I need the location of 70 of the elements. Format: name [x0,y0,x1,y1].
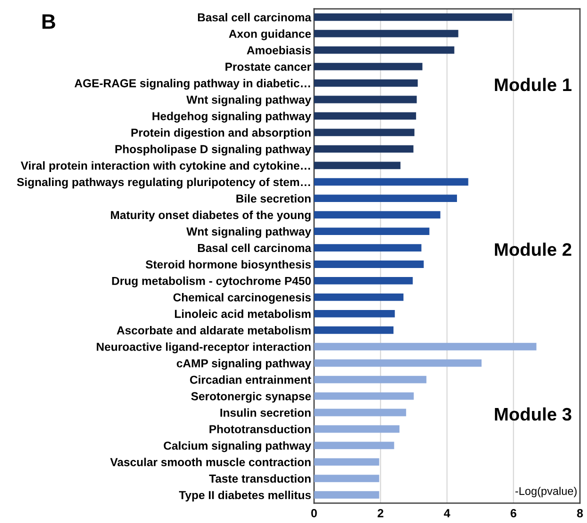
y-tick-label: Amoebiasis [246,46,311,54]
x-tick-label: 6 [510,508,516,518]
bar [314,13,512,21]
bar [314,310,395,318]
bar [314,112,416,120]
bar [314,491,380,499]
y-tick-label: Viral protein interaction with cytokine and cytokine… [20,161,310,172]
y-tick-label: Hedgehog signaling pathway [152,112,312,123]
bar [314,162,400,170]
bar [314,342,536,350]
bar [314,260,424,268]
y-tick-label: Circadian entrainment [190,375,312,384]
annotation: Module 2 [494,242,572,256]
y-tick-label: Basal cell carcinoma [198,244,312,252]
x-tick-label: 2 [378,508,384,518]
y-tick-label: Linoleic acid metabolism [174,309,311,318]
bar [314,46,454,54]
bar [314,30,458,38]
bar [314,293,404,301]
bar [314,244,422,252]
x-tick-label: 4 [444,509,450,518]
y-tick-label: Protein digestion and absorption [131,128,311,140]
y-tick-label: Signaling pathways regulating pluripotency of stem… [16,178,310,188]
y-tick-label: Phospholipase D signaling pathway [115,144,312,156]
bar [314,228,430,236]
y-tick-label: Wnt signaling pathway [186,95,312,106]
y-tick-label: Ascorbate and aldarate metabolism [116,326,311,334]
y-tick-label: Steroid hormone biosynthesis [146,260,311,271]
bar [314,474,380,482]
bar [314,96,417,104]
bar [314,359,482,367]
bar [314,178,468,186]
y-tick-label: Neuroactive ligand-receptor interaction [96,342,311,354]
bar [314,326,394,334]
y-tick-label: Maturity onset diabetes of the young [110,210,311,222]
bar [314,79,418,87]
y-tick-label: Wnt signaling pathway [186,227,312,238]
y-tick-label: Prostate cancer [226,62,312,71]
bar [314,392,414,400]
annotation: Module 3 [494,407,572,421]
bar [314,408,406,416]
text: B [42,14,56,29]
y-tick-label: Taste transduction [209,474,311,483]
bar [314,145,414,153]
bar [314,128,414,136]
y-tick-label: cAMP signaling pathway [176,358,312,370]
y-tick-label: Serotonergic synapse [191,392,311,403]
y-tick-label: Calcium signaling pathway [164,441,312,452]
y-tick-label: Vascular smooth muscle contraction [110,458,311,466]
y-tick-label: AGE-RAGE signaling pathway in diabetic… [74,78,310,90]
y-tick-label: Type II diabetes mellitus [179,490,311,502]
bar [314,277,413,284]
y-tick-label: Insulin secretion [220,408,311,417]
bar [314,194,457,202]
annotation: Module 1 [494,78,572,92]
x-tick-label: 0 [311,508,317,518]
bar [314,425,400,433]
y-tick-label: Drug metabolism - cytochrome P450 [112,276,311,288]
y-tick-label: Chemical carcinogenesis [173,293,311,304]
bar [314,442,394,450]
y-tick-label: Bile secretion [236,194,311,203]
bar [314,62,422,70]
y-tick-label: Axon guidance [228,29,311,40]
y-tick-label: Phototransduction [210,424,311,434]
bar [314,211,440,219]
x-tick-label: 8 [577,508,583,518]
bar [314,376,426,384]
y-tick-label: Basal cell carcinoma [198,12,312,22]
bar [314,458,380,466]
x-axis-title: -Log(pvalue) [515,486,577,498]
